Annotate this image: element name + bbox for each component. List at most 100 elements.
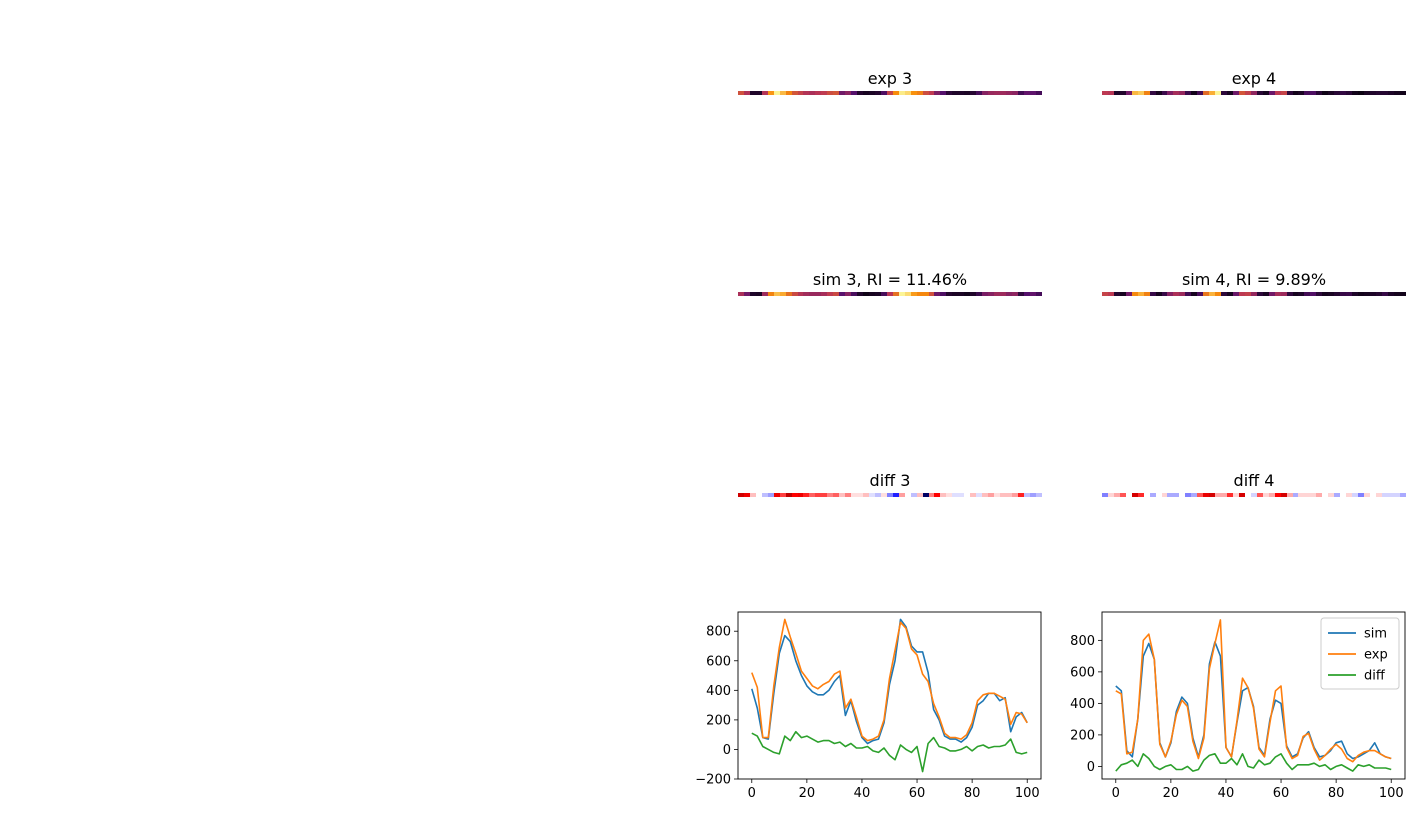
chart-4-xtick-label: 20 [1163,786,1180,801]
exp-4-cell [1280,91,1287,95]
diff-4-cell [1209,493,1216,497]
diff-3-cell [874,493,881,497]
exp-3-cell [993,91,1000,95]
exp-3-cell [928,91,935,95]
diff-4-cell [1381,493,1388,497]
exp-3-cell [821,91,828,95]
exp-3-cell [809,91,816,95]
exp-3-cell [904,91,911,95]
exp-3-cell [755,91,762,95]
exp-4-cell [1137,91,1144,95]
sim-4-cell [1375,292,1382,296]
diff-4-cell [1232,493,1239,497]
diff-4-cell [1375,493,1382,497]
sim-4-cell [1352,292,1358,296]
diff-4-cell [1203,493,1210,497]
exp-4-heatmap-strip [1102,91,1406,95]
diff-3-cell [940,493,947,497]
sim-4-cell [1387,292,1394,296]
diff-4-cell [1363,493,1370,497]
sim-4-cell [1227,292,1233,296]
diff-3-cell [845,493,852,497]
sim-4-cell [1393,292,1400,296]
exp-3-cell [958,91,965,95]
sim-4-cell [1340,292,1347,296]
exp-3-cell [1035,91,1042,95]
sim-4-heatmap-strip [1102,292,1406,296]
exp-4-cell [1131,91,1138,95]
sim-3-cell [827,292,834,296]
sim-4-cell [1298,292,1305,296]
sim-3-cell [743,292,750,296]
sim-3-cell [916,292,923,296]
diff-4-cell [1238,493,1245,497]
sim-4-cell [1107,292,1114,296]
diff-3-cell [993,493,1000,497]
chart-4-series-exp [1115,619,1392,763]
exp-3-cell [833,91,840,95]
exp-3-cell [916,91,923,95]
diff-4-cell [1137,493,1144,497]
sim-3-cell [993,292,1000,296]
diff-3-cell [767,493,774,497]
exp-4-cell [1215,91,1222,95]
sim-3-cell [880,292,887,296]
exp-4-cell [1209,91,1216,95]
sim-3-cell [1035,292,1042,296]
exp-4-cell [1393,91,1400,95]
sim-3-cell [999,292,1006,296]
diff-4-cell [1357,493,1364,497]
sim-4-cell [1209,292,1216,296]
diff-4-cell [1221,493,1228,497]
exp-3-cell [779,91,786,95]
exp-4-cell [1340,91,1347,95]
sim-4-cell [1131,292,1138,296]
sim-4-cell [1155,292,1162,296]
sim-3-cell [982,292,989,296]
chart-3-axes-frame [737,611,1042,780]
exp-3-cell [1023,91,1030,95]
chart-4-xtick-label: 80 [1328,786,1345,801]
sim-3-cell [988,292,994,296]
diff-4-cell [1167,493,1174,497]
exp-3-cell [815,91,822,95]
diff-3-cell [952,493,959,497]
chart-3-ytick-label: 0 [723,743,731,758]
diff-3-cell [738,493,744,497]
sim-3-cell [892,292,899,296]
sim-3-cell [839,292,846,296]
sim-3-cell [940,292,947,296]
diff-3-cell [970,493,977,497]
sim-4-cell [1363,292,1370,296]
diff-3-cell [964,493,971,497]
chart-4-series-diff [1115,753,1392,772]
diff-4-cell [1334,493,1341,497]
exp-3-cell [851,91,858,95]
diff-3-cell [886,493,893,497]
exp-4-cell [1191,91,1198,95]
diff-3-cell [1011,493,1018,497]
sim-3-cell [898,292,905,296]
exp-4-cell [1238,91,1245,95]
sim-3-cell [851,292,858,296]
diff-3-heatmap-strip [738,493,1042,497]
diff-3-cell [857,493,864,497]
diff-4-cell [1316,493,1323,497]
sim-4-cell [1334,292,1341,296]
exp-3-cell [976,91,983,95]
sim-3-cell [952,292,959,296]
diff-4-cell [1274,493,1281,497]
sim-3-cell [815,292,822,296]
sim-4-cell [1322,292,1329,296]
exp-3-cell [761,91,768,95]
exp-4-cell [1274,91,1281,95]
exp-4-cell [1399,91,1406,95]
sim-3-cell [803,292,810,296]
sim-4-cell [1197,292,1204,296]
diff-4-cell [1161,493,1168,497]
sim-4-cell [1357,292,1364,296]
chart-4-xtick-label: 0 [1112,786,1120,801]
sim-3-cell [1005,292,1012,296]
exp-3-cell [964,91,971,95]
exp-4-cell [1227,91,1233,95]
